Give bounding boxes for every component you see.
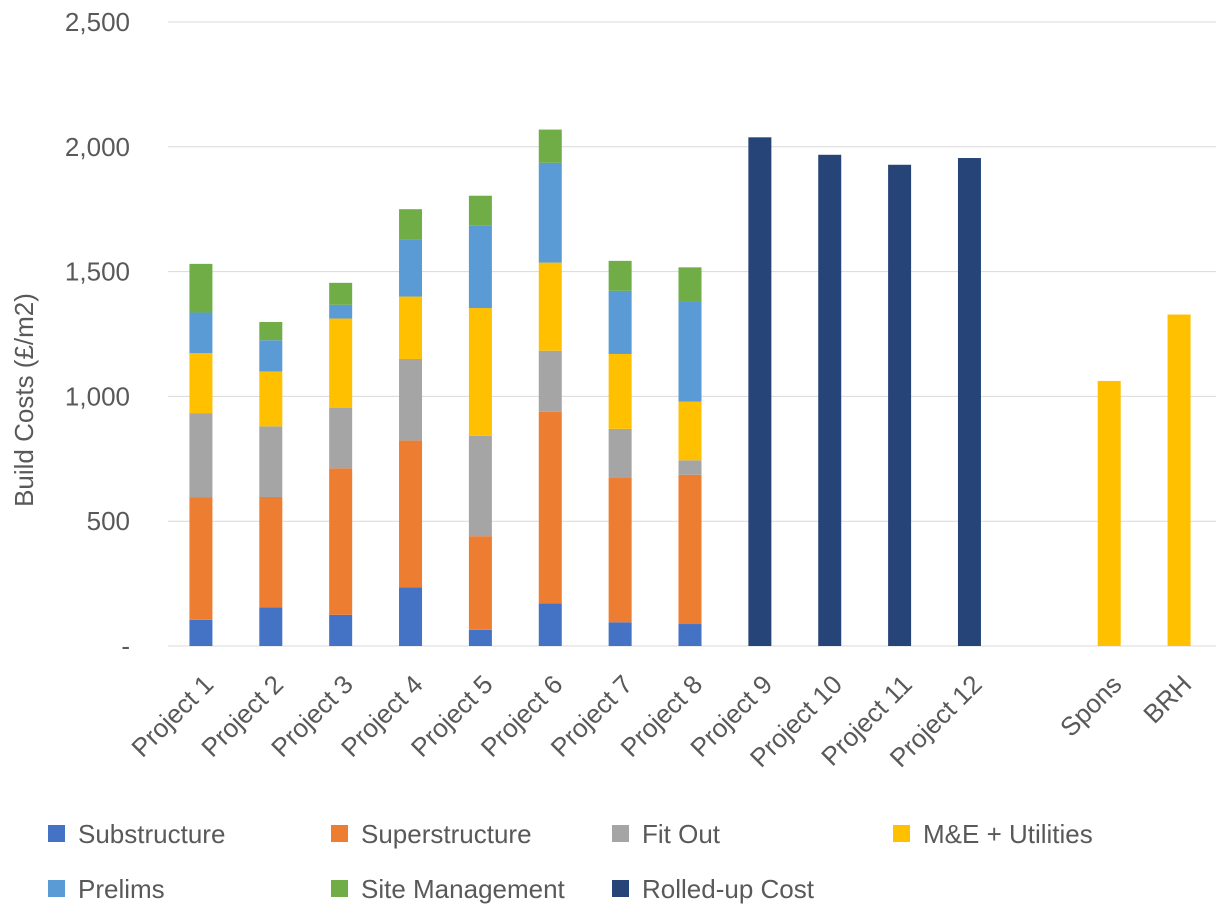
- legend-swatch: [612, 880, 629, 897]
- legend-label: Prelims: [78, 874, 165, 904]
- bar-segment-fit-out: [329, 407, 353, 469]
- bar-segment-site-management: [259, 322, 283, 341]
- bar-segment-superstructure: [678, 474, 702, 625]
- bar-segment-prelims: [538, 162, 562, 263]
- bar-segment-site-management: [468, 195, 492, 226]
- legend-swatch: [48, 880, 65, 897]
- bar-segment-substructure: [259, 607, 283, 646]
- bar-segment-site-management: [538, 129, 562, 163]
- bar-segment-fit-out: [468, 435, 492, 537]
- bar-segment-m-e-utilities: [468, 308, 492, 436]
- bar-segment-m-e-utilities: [329, 318, 353, 408]
- y-tick-label: 2,500: [65, 7, 130, 37]
- bar-segment-m-e-utilities: [259, 371, 283, 427]
- bar-segment-prelims: [189, 312, 213, 354]
- bar-segment-substructure: [538, 603, 562, 646]
- legend-label: Fit Out: [642, 819, 721, 849]
- y-tick-label: 500: [87, 506, 130, 536]
- legend-label: Site Management: [361, 874, 566, 904]
- bar-segment-superstructure: [259, 496, 283, 608]
- bar-segment-m-e-utilities: [1097, 380, 1121, 646]
- bar-segment-site-management: [189, 263, 213, 313]
- y-tick-label: 1,000: [65, 381, 130, 411]
- bar-segment-substructure: [399, 587, 423, 646]
- bar-segment-site-management: [608, 260, 632, 291]
- bar-segment-prelims: [259, 340, 283, 372]
- bar-segment-superstructure: [468, 536, 492, 630]
- legend-swatch: [331, 880, 348, 897]
- bar-segment-substructure: [468, 629, 492, 646]
- y-axis-title: Build Costs (£/m2): [9, 293, 39, 507]
- bar-segment-superstructure: [608, 478, 632, 623]
- bar-segment-superstructure: [399, 440, 423, 588]
- y-tick-label: 1,500: [65, 257, 130, 287]
- bar-segment-site-management: [329, 282, 353, 305]
- bar-segment-superstructure: [189, 497, 213, 620]
- legend: Substructure Superstructure Fit Out M&E + U…: [48, 819, 1093, 904]
- bar-segment-prelims: [329, 304, 353, 319]
- bar-segment-fit-out: [678, 460, 702, 475]
- bar-segment-substructure: [608, 622, 632, 646]
- bar-segment-m-e-utilities: [399, 296, 423, 359]
- bar-segment-fit-out: [189, 413, 213, 498]
- legend-label: Rolled-up Cost: [642, 874, 815, 904]
- legend-label: M&E + Utilities: [923, 819, 1093, 849]
- bars: [189, 129, 1191, 647]
- bar-segment-prelims: [399, 239, 423, 297]
- bar-segment-fit-out: [399, 358, 423, 441]
- bar-segment-m-e-utilities: [678, 401, 702, 461]
- legend-label: Substructure: [78, 819, 225, 849]
- legend-swatch: [893, 825, 910, 842]
- bar-segment-m-e-utilities: [538, 262, 562, 351]
- bar-segment-fit-out: [608, 428, 632, 479]
- legend-swatch: [48, 825, 65, 842]
- bar-segment-prelims: [678, 301, 702, 402]
- y-tick-label: 2,000: [65, 132, 130, 162]
- bar-segment-m-e-utilities: [189, 353, 213, 414]
- y-tick-label: -: [121, 631, 130, 661]
- bar-segment-m-e-utilities: [608, 353, 632, 429]
- bar-segment-rolled-up-cost: [818, 154, 842, 646]
- bar-segment-substructure: [189, 619, 213, 646]
- bar-segment-superstructure: [538, 411, 562, 604]
- legend-swatch: [612, 825, 629, 842]
- bar-segment-prelims: [608, 290, 632, 354]
- bar-segment-rolled-up-cost: [888, 164, 912, 647]
- bar-segment-fit-out: [259, 426, 283, 497]
- x-tick-label: Spons: [1054, 669, 1127, 742]
- bar-segment-rolled-up-cost: [957, 158, 981, 647]
- bar-segment-site-management: [678, 267, 702, 302]
- bar-segment-prelims: [468, 225, 492, 309]
- x-tick-label: BRH: [1137, 669, 1197, 729]
- bar-segment-superstructure: [329, 468, 353, 615]
- bar-segment-site-management: [399, 209, 423, 240]
- bar-segment-m-e-utilities: [1167, 314, 1191, 646]
- bar-segment-rolled-up-cost: [748, 137, 772, 647]
- bar-segment-fit-out: [538, 350, 562, 412]
- bar-segment-substructure: [329, 614, 353, 646]
- legend-swatch: [331, 825, 348, 842]
- legend-label: Superstructure: [361, 819, 532, 849]
- bar-segment-substructure: [678, 624, 702, 646]
- y-axis-tick-labels: - 500 1,000 1,500 2,000 2,500: [65, 7, 130, 661]
